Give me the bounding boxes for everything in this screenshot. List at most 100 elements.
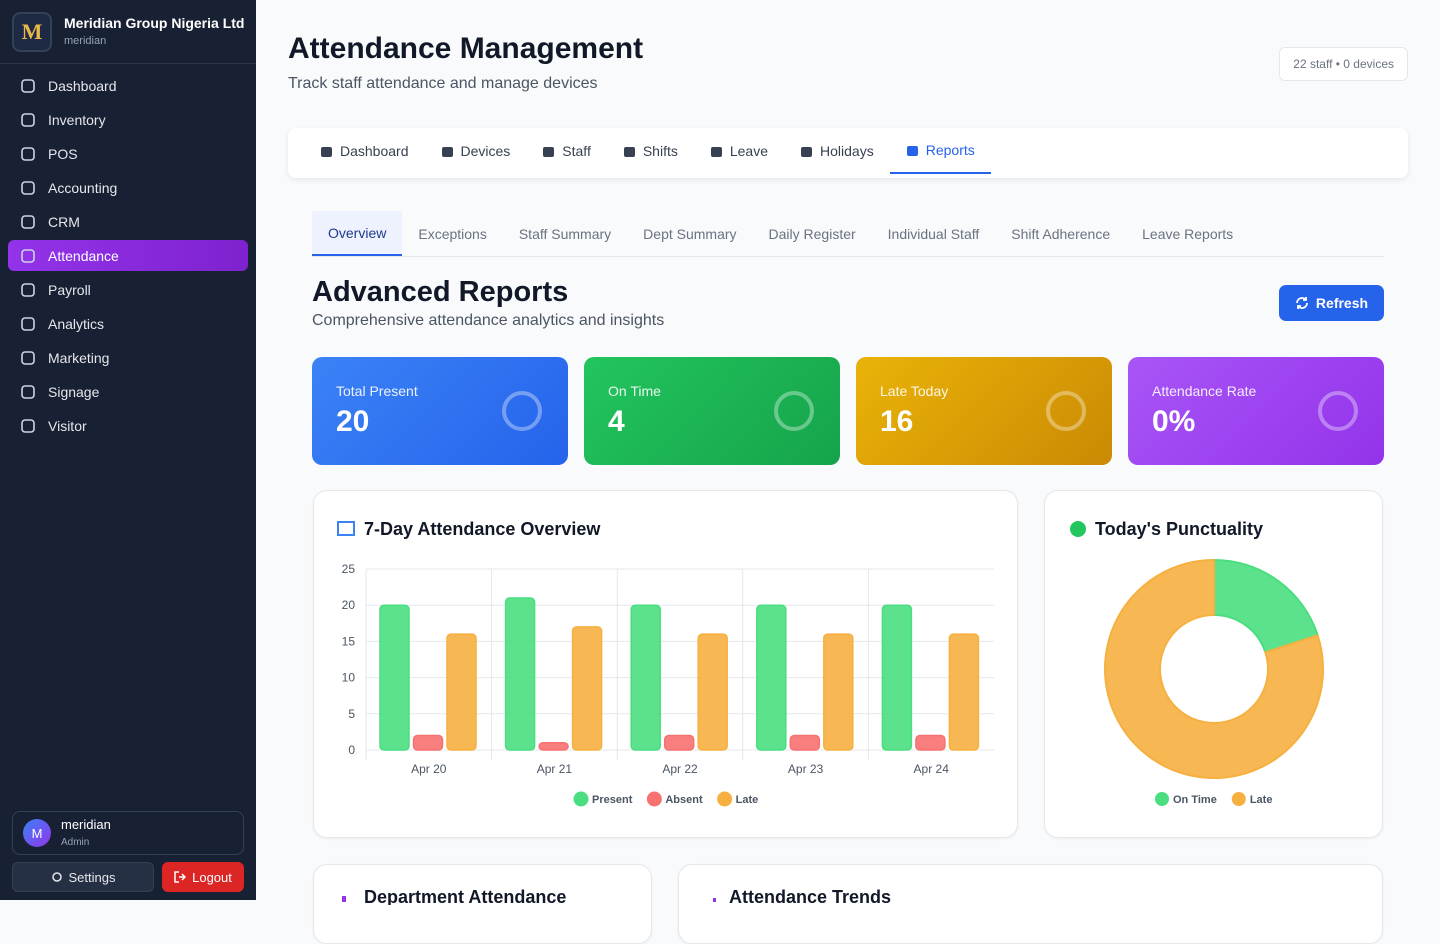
nav-label: Payroll [48, 281, 91, 298]
x-tick-label: Apr 22 [662, 762, 698, 776]
nav-item[interactable]: CRM [8, 206, 248, 237]
tab-label: Leave [729, 143, 769, 159]
tab-label: Staff [562, 143, 591, 159]
bar [446, 633, 477, 751]
tab[interactable]: Shifts [607, 128, 694, 174]
sub-tab[interactable]: Leave Reports [1142, 225, 1234, 242]
sub-tab[interactable]: Exceptions [418, 225, 487, 242]
nav-item[interactable]: Inventory [8, 104, 248, 135]
nav-item[interactable]: Visitor [8, 410, 248, 441]
badge: 22 staff • 0 devices [1279, 47, 1408, 81]
section-subtitle: Comprehensive attendance analytics and i… [312, 312, 665, 329]
logout-label: Logout [192, 869, 232, 885]
y-tick-label: 10 [342, 671, 356, 685]
chart-title: 7-Day Attendance Overview [364, 519, 601, 539]
tab-label: Reports [925, 142, 975, 158]
icon [21, 180, 35, 195]
y-tick-label: 25 [342, 562, 356, 576]
bar [663, 734, 695, 751]
sidebar: M Meridian Group Nigeria Ltd meridian Das… [0, 0, 256, 900]
stat-label: Attendance Rate [1152, 383, 1257, 399]
title-icon [337, 521, 355, 536]
stat-value: 4 [608, 405, 625, 438]
tab[interactable]: Reports [889, 128, 991, 174]
tab-bar: Dashboard Devices Staff Shifts Leave Holidays… [288, 128, 1408, 178]
dept-card: Department Attendance [313, 864, 652, 944]
nav-label: Dashboard [48, 77, 117, 94]
settings-button[interactable]: Settings [12, 862, 154, 892]
card-title: Department Attendance [364, 887, 566, 905]
icon [21, 418, 35, 433]
stat-card: On Time 4 [584, 357, 840, 465]
nav-item[interactable]: Signage [8, 376, 248, 407]
sub-tab[interactable]: Overview [312, 211, 403, 256]
bar [630, 604, 661, 751]
nav-item[interactable]: Accounting [8, 172, 248, 203]
nav-item[interactable]: Marketing [8, 342, 248, 373]
stat-card: Attendance Rate 0% [1128, 357, 1384, 465]
nav-item[interactable]: Payroll [8, 274, 248, 305]
y-tick-label: 20 [342, 598, 356, 612]
tab[interactable]: Staff [526, 128, 607, 174]
sub-tab[interactable]: Dept Summary [643, 225, 737, 242]
bar [538, 742, 569, 751]
nav-label: POS [48, 145, 78, 162]
sub-tab[interactable]: Daily Register [768, 225, 856, 242]
trends-card: Attendance Trends [678, 864, 1383, 944]
nav-item[interactable]: Dashboard [8, 70, 248, 101]
nav: Dashboard Inventory POS Accounting CRM Attend… [0, 64, 256, 450]
bar-card: 7-Day Attendance Overview 0 5 10 15 20 25 Apr 2… [313, 490, 1018, 838]
nav-item[interactable]: POS [8, 138, 248, 169]
logout-button[interactable]: Logout [162, 862, 244, 892]
stat-label: Late Today [880, 383, 949, 399]
icon [21, 248, 35, 263]
sub-tab[interactable]: Staff Summary [518, 225, 612, 242]
settings-label: Settings [68, 869, 116, 885]
main: Attendance Management Track staff attend… [256, 0, 1440, 944]
sub-tab[interactable]: Individual Staff [887, 225, 980, 242]
stat-card: Total Present 20 [312, 357, 568, 465]
brand-name: Meridian Group Nigeria Ltd [64, 14, 245, 31]
icon [623, 146, 635, 157]
nav-label: Attendance [48, 247, 119, 264]
page-title: Attendance Management [288, 32, 644, 65]
legend-swatch [573, 791, 589, 807]
nav-item[interactable]: Analytics [8, 308, 248, 339]
card-title: Attendance Trends [729, 887, 891, 905]
icon [321, 146, 332, 157]
bar [915, 734, 946, 751]
bar [571, 626, 603, 751]
bar [881, 604, 913, 751]
nav-label: Inventory [48, 111, 106, 128]
section-title: Advanced Reports [312, 276, 569, 308]
legend-label: Late [1250, 794, 1273, 806]
tab[interactable]: Holidays [784, 128, 890, 174]
logo: M [12, 11, 52, 52]
icon [906, 145, 918, 156]
icon [21, 146, 35, 161]
nav-label: Marketing [48, 349, 110, 366]
icon [21, 350, 35, 365]
stat-value: 0% [1152, 405, 1196, 438]
x-tick-label: Apr 23 [788, 762, 824, 776]
legend-swatch [646, 791, 662, 807]
legend-label: Late [736, 794, 759, 806]
icon [21, 384, 35, 399]
stat-label: Total Present [336, 383, 418, 399]
sub-tab[interactable]: Shift Adherence [1011, 225, 1111, 242]
tab[interactable]: Leave [694, 128, 784, 174]
nav-item[interactable]: Attendance [8, 240, 248, 271]
tab[interactable]: Devices [425, 128, 527, 174]
tab[interactable]: Dashboard [304, 128, 425, 174]
refresh-button[interactable]: Refresh [1279, 285, 1384, 321]
icon [21, 214, 35, 229]
icon [21, 282, 35, 297]
y-tick-label: 15 [342, 634, 356, 648]
icon [543, 146, 555, 157]
page-subtitle: Track staff attendance and manage device… [288, 75, 598, 92]
tab-label: Shifts [642, 143, 678, 159]
stat-icon [1318, 391, 1358, 431]
icon [21, 316, 35, 331]
icon [710, 146, 722, 157]
